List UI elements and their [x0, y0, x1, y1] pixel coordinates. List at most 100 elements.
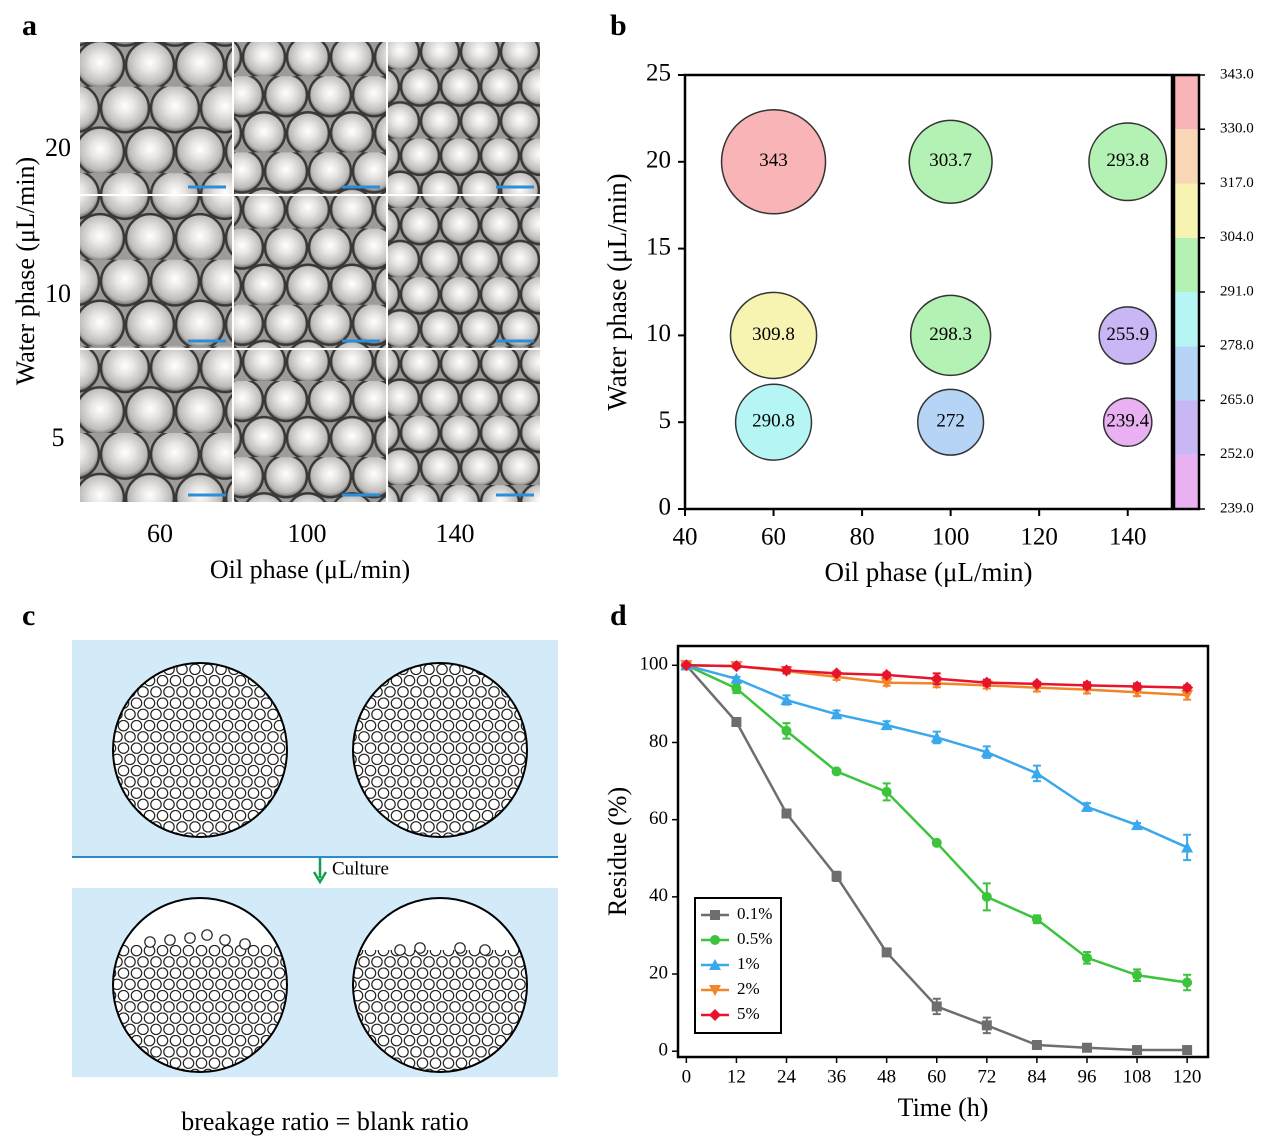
panel-a: a Oil phase (μL/min) Water phase (μL/min…: [11, 9, 540, 584]
panel-label: b: [610, 9, 627, 42]
bubble-label: 343: [759, 150, 788, 171]
micrograph: [80, 196, 232, 348]
x-axis-label: Oil phase (μL/min): [210, 555, 410, 584]
x-tick-label: 84: [1027, 1066, 1047, 1087]
y-tick-label: 0: [659, 1040, 669, 1061]
x-tick-label: 100: [288, 519, 327, 548]
colorbar-tick-label: 343.0: [1220, 66, 1254, 82]
y-tick-label: 10: [646, 320, 671, 347]
x-tick-label: 120: [1173, 1066, 1202, 1087]
x-tick-label: 140: [1109, 524, 1147, 551]
colorbar-band: [1174, 346, 1199, 400]
micrograph: [388, 350, 540, 502]
colorbar-band: [1174, 238, 1199, 292]
y-tick-label: 40: [649, 885, 668, 906]
bubble-label: 303.7: [929, 150, 972, 171]
x-tick-label: 80: [850, 524, 875, 551]
panel-c: c Culture breakage ratio = blank ratio: [22, 599, 558, 1136]
marker: [882, 787, 892, 797]
y-tick-label: 20: [646, 147, 671, 174]
marker: [1132, 970, 1142, 980]
y-tick-label: 25: [646, 60, 671, 87]
y-tick-label: 0: [659, 494, 672, 521]
y-axis-label: Residue (%): [603, 787, 632, 916]
x-tick-label: 120: [1020, 524, 1058, 551]
x-tick-label: 72: [977, 1066, 996, 1087]
colorbar-band: [1174, 292, 1199, 346]
caption: breakage ratio = blank ratio: [181, 1107, 469, 1136]
panel-label: a: [22, 9, 37, 42]
colorbar-tick-label: 304.0: [1220, 229, 1254, 245]
x-tick-label: 0: [682, 1066, 692, 1087]
bubble-label: 290.8: [752, 411, 795, 432]
legend-label: 0.1%: [737, 904, 772, 923]
legend-label: 2%: [737, 979, 760, 998]
marker: [832, 766, 842, 776]
legend-label: 1%: [737, 954, 760, 973]
y-tick-label: 5: [52, 423, 65, 452]
bubble-label: 298.3: [929, 324, 972, 345]
x-tick-label: 60: [927, 1066, 946, 1087]
marker: [982, 892, 992, 902]
bubble-label: 272: [936, 411, 965, 432]
marker: [1082, 953, 1092, 963]
colorbar-band: [1174, 184, 1199, 238]
bubble-label: 293.8: [1106, 150, 1149, 171]
arrow-label: Culture: [332, 858, 389, 879]
x-tick-label: 40: [673, 524, 698, 551]
legend-label: 5%: [737, 1004, 760, 1023]
colorbar-tick-label: 317.0: [1220, 175, 1254, 191]
x-tick-label: 60: [147, 519, 173, 548]
figure: a Oil phase (μL/min) Water phase (μL/min…: [0, 0, 1267, 1136]
colorbar-band: [1174, 455, 1199, 509]
marker: [731, 717, 741, 727]
marker: [1081, 801, 1093, 812]
colorbar-tick-label: 330.0: [1220, 121, 1254, 137]
colorbar-tick-label: 291.0: [1220, 283, 1254, 299]
bubble-label: 239.4: [1106, 411, 1149, 432]
marker: [731, 683, 741, 693]
bubble-label: 309.8: [752, 324, 795, 345]
x-tick-label: 100: [932, 524, 970, 551]
micrograph: [80, 350, 232, 502]
marker: [1132, 1045, 1142, 1055]
marker: [981, 677, 993, 689]
colorbar-band: [1174, 401, 1199, 455]
x-tick-label: 48: [877, 1066, 896, 1087]
x-tick-label: 140: [436, 519, 475, 548]
marker: [1181, 841, 1193, 852]
marker: [1032, 914, 1042, 924]
marker: [1182, 1045, 1192, 1055]
y-axis-label: Water phase (μL/min): [602, 173, 632, 410]
marker: [932, 1001, 942, 1011]
marker: [832, 871, 842, 881]
y-tick-label: 15: [646, 233, 671, 260]
x-axis-label: Time (h): [898, 1093, 989, 1122]
x-axis-label: Oil phase (μL/min): [825, 557, 1033, 587]
y-tick-label: 60: [649, 808, 668, 829]
micrograph: [234, 350, 386, 502]
y-tick-label: 10: [45, 279, 71, 308]
x-tick-label: 36: [827, 1066, 846, 1087]
panel-label: c: [22, 599, 35, 632]
micrograph-grid: [80, 42, 540, 502]
y-tick-label: 20: [649, 962, 668, 983]
micrograph: [388, 42, 540, 194]
micrograph: [234, 196, 386, 348]
y-tick-label: 100: [640, 654, 669, 675]
x-tick-label: 60: [761, 524, 786, 551]
x-tick-label: 96: [1077, 1066, 1096, 1087]
colorbar-tick-label: 252.0: [1220, 446, 1254, 462]
colorbar-tick-label: 265.0: [1220, 392, 1254, 408]
marker: [932, 838, 942, 848]
arrow: [314, 858, 326, 882]
marker: [782, 808, 792, 818]
x-tick-label: 108: [1123, 1066, 1152, 1087]
marker: [882, 947, 892, 957]
y-tick-label: 20: [45, 133, 71, 162]
legend-label: 0.5%: [737, 929, 772, 948]
colorbar-band: [1174, 129, 1199, 183]
marker: [710, 910, 720, 920]
y-tick-label: 5: [659, 407, 672, 434]
marker: [1032, 1040, 1042, 1050]
